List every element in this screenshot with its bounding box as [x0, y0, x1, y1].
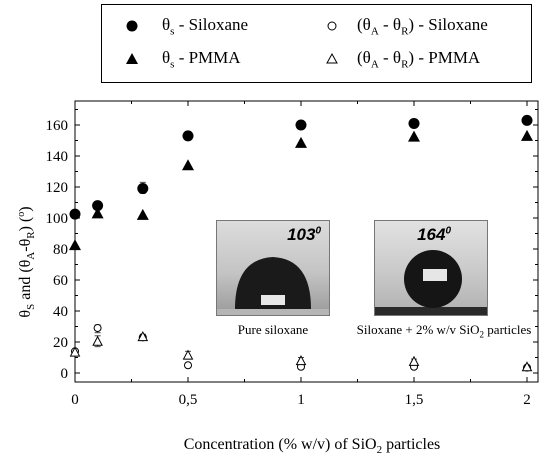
x-axis-label: Concentration (% w/v) of SiO2 particles: [184, 436, 441, 456]
data-point: [92, 200, 104, 212]
data-point: [295, 136, 307, 148]
data-point: [69, 346, 81, 357]
contact-angle-label: 1030: [287, 225, 321, 244]
droplet-photo-siloxane-sio2: 1640: [374, 220, 488, 316]
y-tick-label: 80: [53, 242, 68, 258]
x-tick-label: 1: [297, 392, 305, 408]
data-point: [182, 159, 194, 171]
data-point: [69, 208, 81, 220]
series-filled-triangle: [69, 129, 533, 251]
data-point: [182, 349, 194, 360]
data-point: [295, 355, 307, 366]
legend-label-hysteresis-siloxane: (θA - θR) - Siloxane: [357, 15, 488, 38]
y-tick-label: 60: [53, 273, 68, 289]
x-tick-label: 0,5: [179, 392, 198, 408]
y-tick-label: 160: [46, 118, 69, 134]
legend-label-hysteresis-pmma: (θA - θR) - PMMA: [357, 48, 481, 71]
data-point: [521, 129, 533, 141]
contact-angle-label: 1640: [417, 225, 451, 244]
data-point: [521, 114, 533, 126]
legend: θs - Siloxane (θA - θR) - Siloxane θs - …: [101, 4, 532, 83]
data-point: [69, 239, 81, 251]
x-tick-label: 0: [71, 392, 79, 408]
legend-label-theta-s-siloxane: θs - Siloxane: [162, 15, 249, 38]
y-tick-label: 140: [46, 149, 69, 165]
legend-symbol-filled-circle: [126, 20, 138, 32]
data-point: [91, 207, 104, 219]
y-tick-label: 100: [46, 211, 69, 227]
droplet-image: [217, 257, 329, 315]
data-point: [182, 130, 194, 142]
legend-symbol-open-circle: [327, 21, 337, 31]
y-tick-label: 40: [53, 304, 68, 320]
data-point: [408, 117, 420, 129]
data-point: [92, 335, 103, 346]
data-point: [521, 361, 533, 372]
data-points: [69, 114, 533, 372]
data-point: [93, 324, 102, 333]
legend-symbol-open-triangle: [326, 52, 338, 64]
y-axis-label: θS and (θA-θR) (o): [16, 206, 37, 317]
legend-symbol-filled-triangle: [126, 53, 138, 64]
y-tick-label: 120: [46, 180, 69, 196]
x-tick-label: 2: [523, 392, 531, 408]
series-open-triangle: [69, 331, 533, 372]
series-filled-circle: [69, 114, 533, 220]
y-tick-label: 20: [53, 335, 68, 351]
tick-labels: 0 20 40 60 80 100 120 140 160 0 0,5 1 1,5 2: [46, 118, 531, 408]
data-point: [408, 130, 420, 142]
data-point: [295, 119, 307, 131]
data-point: [137, 331, 149, 342]
tick-marks: [74, 101, 538, 382]
data-point: [137, 183, 149, 195]
data-point: [136, 208, 149, 220]
x-tick-label: 1,5: [405, 392, 424, 408]
y-tick-label: 0: [61, 366, 69, 382]
droplet-image: [375, 250, 487, 315]
caption-pure-siloxane: Pure siloxane: [237, 322, 309, 337]
caption-siloxane-sio2: Siloxane + 2% w/v SiO2 particles: [356, 322, 532, 340]
data-point: [408, 355, 420, 366]
droplet-photo-pure-siloxane: 1030: [216, 220, 330, 316]
data-point: [184, 361, 192, 370]
legend-label-theta-s-pmma: θs - PMMA: [162, 48, 241, 71]
